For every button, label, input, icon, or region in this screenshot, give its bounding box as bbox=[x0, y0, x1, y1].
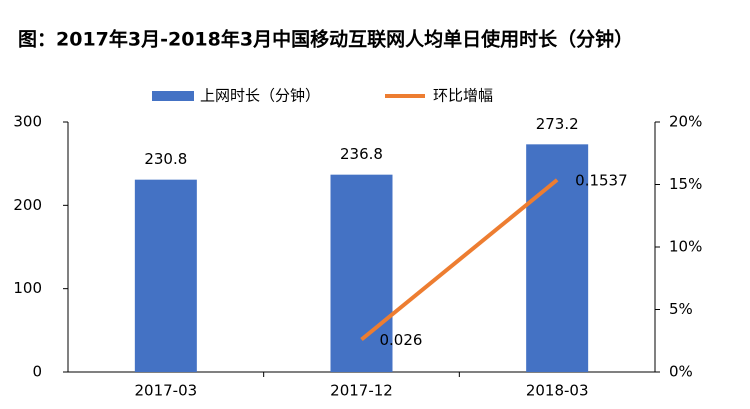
legend-label: 上网时长（分钟） bbox=[200, 87, 320, 105]
data-label: 230.8 bbox=[144, 150, 187, 168]
bar bbox=[134, 179, 197, 372]
chart-title: 图：2017年3月-2018年3月中国移动互联网人均单日使用时长（分钟） bbox=[18, 28, 633, 51]
line bbox=[360, 178, 559, 342]
data-label: 0.1537 bbox=[575, 171, 628, 189]
y-tick-label: 300 bbox=[13, 113, 42, 131]
y-tick-label: 0 bbox=[32, 363, 42, 381]
legend-label: 环比增幅 bbox=[433, 87, 493, 105]
y2-tick-label: 0% bbox=[669, 363, 693, 381]
y2-tick-label: 10% bbox=[669, 238, 702, 256]
y-tick-label: 100 bbox=[13, 279, 42, 297]
x-tick-label: 2018-03 bbox=[526, 382, 589, 400]
y2-tick-label: 15% bbox=[669, 175, 702, 193]
y-tick-label: 200 bbox=[13, 196, 42, 214]
data-label: 236.8 bbox=[340, 145, 383, 163]
y2-tick-label: 20% bbox=[669, 113, 702, 131]
data-label: 273.2 bbox=[536, 115, 579, 133]
y2-tick-label: 5% bbox=[669, 300, 693, 318]
x-tick-label: 2017-12 bbox=[330, 382, 393, 400]
legend-swatch bbox=[152, 91, 194, 101]
x-tick-label: 2017-03 bbox=[134, 382, 197, 400]
data-label: 0.026 bbox=[380, 331, 423, 349]
